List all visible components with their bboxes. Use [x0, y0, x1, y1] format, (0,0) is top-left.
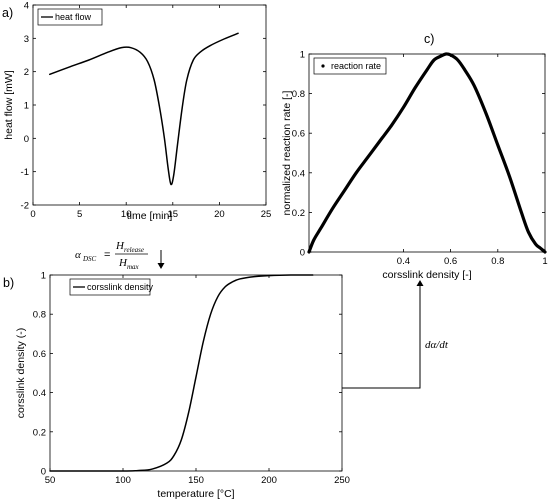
legend-label: heat flow — [55, 12, 92, 22]
x-tick-label: 0.4 — [397, 256, 410, 267]
y-tick-label: 1 — [300, 50, 305, 61]
y-tick-label: 0 — [300, 248, 305, 259]
x-axis-label: time [min] — [127, 210, 173, 222]
legend-box — [313, 57, 387, 75]
x-tick-label: 0.6 — [444, 256, 457, 267]
y-tick-label: 0.4 — [292, 168, 305, 179]
rate-annotation: dα/dt — [425, 339, 449, 351]
eq-alpha: α — [75, 249, 81, 261]
y-tick-label: 4 — [24, 1, 29, 12]
plot-crosslink-density: 50 100 150 200 250 0 0.2 0.4 0.6 0.8 1 temperature … — [15, 271, 350, 501]
series-line — [49, 32, 239, 186]
x-tick-label: 100 — [115, 475, 131, 486]
y-axis-label: heat flow [mW] — [3, 70, 15, 140]
y-tick-label: 0.2 — [292, 208, 305, 219]
eq-alpha-sub: DSC — [82, 255, 97, 263]
y-tick-label: 0 — [41, 467, 46, 478]
x-tick-label: 25 — [261, 209, 272, 220]
eq-denominator: H — [118, 257, 128, 269]
axes-frame — [49, 274, 343, 472]
eq-numerator-sub: release — [124, 246, 144, 254]
x-tick-label: 0.8 — [491, 256, 504, 267]
x-tick-label: 5 — [77, 209, 82, 220]
x-tick-label: 0 — [30, 209, 35, 220]
y-tick-label: 2 — [24, 67, 29, 78]
panel-label-c: c) — [424, 32, 434, 46]
x-tick-label: 50 — [45, 475, 56, 486]
y-tick-label: 0 — [24, 134, 29, 145]
x-tick-label: 20 — [214, 209, 225, 220]
eq-equals: = — [104, 249, 110, 261]
legend-box — [69, 278, 151, 296]
panel-label-a: a) — [2, 6, 13, 20]
eq-denominator-sub: max — [127, 263, 140, 271]
y-tick-label: -1 — [21, 167, 29, 178]
x-tick-label: 150 — [188, 475, 204, 486]
x-tick-label: 15 — [168, 209, 179, 220]
legend-marker — [321, 64, 325, 68]
arrow-b-to-c — [342, 280, 424, 389]
series-line — [49, 274, 314, 472]
axes-frame — [32, 4, 267, 206]
x-tick-label: 10 — [121, 209, 132, 220]
series-line — [307, 52, 547, 254]
axes-frame — [308, 53, 546, 253]
x-axis-label: corsslink density [-] — [382, 269, 471, 281]
x-tick-label: 1 — [542, 256, 547, 267]
x-tick-label: 200 — [261, 475, 277, 486]
y-axis-label: corsslink density (-) — [15, 328, 27, 418]
x-axis-label: temperature [°C] — [157, 488, 234, 500]
y-tick-label: 0.4 — [33, 388, 46, 399]
eq-numerator: H — [115, 240, 125, 252]
legend-label: corsslink density — [87, 282, 154, 292]
y-tick-label: 0.6 — [292, 129, 305, 140]
y-tick-label: 0.2 — [33, 427, 46, 438]
alpha-equation: α DSC = H release H max — [75, 240, 148, 271]
y-tick-label: 1 — [24, 101, 29, 112]
arrow-a-to-b — [157, 250, 165, 269]
y-axis-label: normalized reaction rate [-] — [281, 90, 293, 215]
legend-box — [37, 8, 103, 26]
panel-label-b: b) — [3, 276, 14, 290]
y-tick-label: 1 — [41, 271, 46, 282]
y-tick-label: 0.6 — [33, 349, 46, 360]
legend-label: reaction rate — [331, 61, 381, 71]
plot-heat-flow: 0 5 10 15 20 25 -2 -1 0 1 2 3 4 time [min] heat flow [… — [3, 1, 271, 223]
y-tick-label: 0.8 — [292, 89, 305, 100]
plot-reaction-rate: 0.4 0.6 0.8 1 0 0.2 0.4 0.6 0.8 1 corsslink densit… — [281, 50, 548, 282]
y-tick-label: -2 — [21, 201, 29, 212]
x-tick-label: 250 — [334, 475, 350, 486]
y-tick-label: 0.8 — [33, 310, 46, 321]
y-tick-label: 3 — [24, 34, 29, 45]
